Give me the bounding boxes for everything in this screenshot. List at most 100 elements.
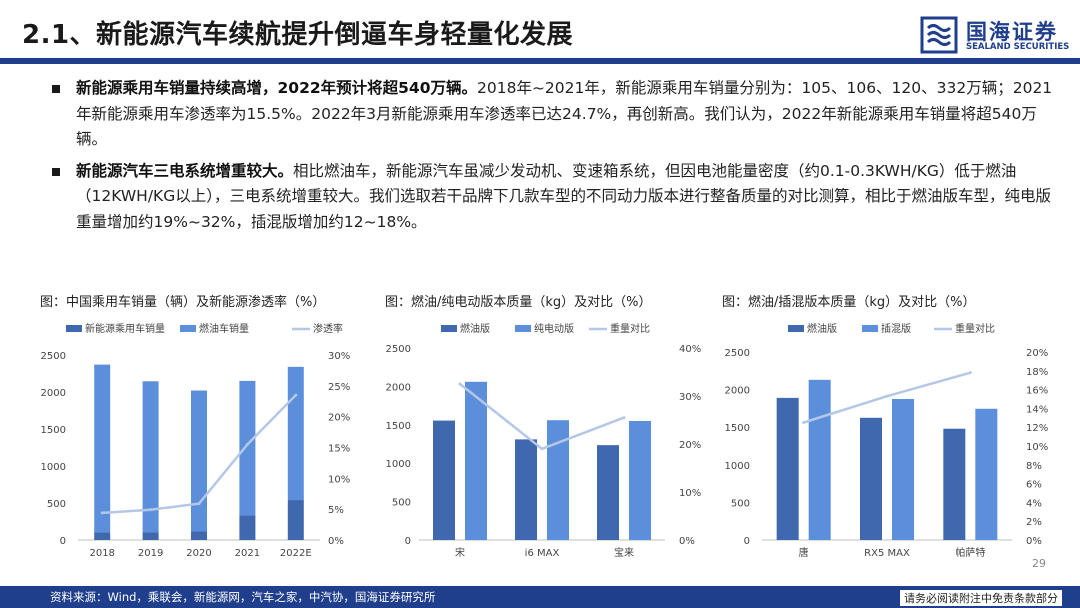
- y-tick-label-right: 0%: [679, 536, 695, 547]
- y-tick-label-left: 500: [731, 498, 750, 509]
- bullet-square-icon: [52, 85, 60, 93]
- y-tick-label-right: 5%: [328, 505, 344, 516]
- y-tick-label-right: 10%: [679, 488, 701, 499]
- sales-penetration-chart: 0 500 1000 1500 2000 2500 0% 5% 10% 15% 20% 25% 30% 2…: [41, 322, 351, 559]
- legend-label: 燃油版: [807, 322, 837, 335]
- y-tick-label-right: 25%: [328, 382, 350, 393]
- y-tick-label-left: 2000: [725, 386, 750, 397]
- bar-electric: [547, 420, 569, 540]
- bar-ice: [287, 366, 304, 501]
- bar-electric: [465, 381, 487, 540]
- legend-label: 新能源乘用车销量: [85, 322, 165, 335]
- y-tick-label-left: 2500: [386, 344, 411, 355]
- x-tick-label: 唐: [799, 546, 809, 559]
- y-tick-label-left: 0: [744, 536, 750, 547]
- legend-swatch: [862, 325, 878, 332]
- bar-ice: [94, 364, 111, 533]
- y-tick-label-left: 1000: [386, 459, 411, 470]
- y-tick-label-right: 4%: [1026, 498, 1042, 509]
- y-tick-label-left: 0: [60, 536, 66, 547]
- y-tick-label-left: 0: [405, 536, 411, 547]
- legend-label: 燃油车销量: [199, 322, 249, 335]
- bar-electric: [975, 408, 998, 540]
- bar-fuel: [597, 445, 619, 540]
- legend-swatch: [788, 325, 804, 332]
- page-number: 29: [1032, 557, 1046, 570]
- chart-title-sales: 图：中国乘用车销量（辆）及新能源渗透率（%）: [40, 295, 326, 310]
- legend-label: 重量对比: [610, 322, 650, 335]
- legend-swatch: [441, 325, 457, 332]
- y-tick-label-right: 10%: [328, 474, 350, 485]
- header-divider: [0, 58, 1080, 64]
- bar-ice: [191, 390, 207, 532]
- bullet-headline: 新能源汽车三电系统增重较大。: [76, 161, 294, 180]
- y-tick-label-right: 0%: [1026, 536, 1042, 547]
- y-tick-label-right: 20%: [679, 440, 701, 451]
- bar-fuel: [776, 397, 799, 540]
- bar-nev: [191, 531, 207, 540]
- bar-nev: [239, 515, 256, 540]
- y-tick-label-left: 1000: [41, 462, 66, 473]
- ev-weight-chart: 0 500 1000 1500 2000 2500 0% 10% 20% 30% 40% 宋 i6 MA…: [386, 322, 702, 559]
- x-tick-label: 宝来: [614, 546, 634, 559]
- bar-nev: [142, 532, 159, 540]
- x-tick-label: 2019: [138, 548, 163, 559]
- x-tick-label: 帕萨特: [955, 546, 985, 559]
- source-note: 资料来源：Wind，乘联会，新能源网，汽车之家，中汽协，国海证券研究所: [50, 590, 436, 604]
- x-tick-label: 2021: [235, 548, 260, 559]
- y-tick-label-right: 30%: [679, 392, 701, 403]
- y-tick-label-left: 1500: [41, 425, 66, 436]
- y-tick-label-left: 1500: [386, 421, 411, 432]
- disclaimer-text: 请务必阅读附注中免责条款部分: [900, 590, 1062, 606]
- y-tick-label-right: 6%: [1026, 480, 1042, 491]
- phev-weight-chart: 0 500 1000 1500 2000 2500 0% 2% 4% 6% 8% 10% 12% 14% 1…: [725, 322, 1049, 559]
- bullet-square-icon: [52, 167, 60, 176]
- y-tick-label-right: 20%: [1026, 348, 1048, 359]
- y-tick-label-left: 1000: [725, 461, 750, 472]
- bar-nev: [94, 532, 111, 540]
- logo-text-cn: 国海证券: [966, 20, 1058, 44]
- y-tick-label-left: 500: [392, 498, 411, 509]
- y-tick-label-right: 30%: [328, 351, 350, 362]
- bullet-text: 2018年~2021年，新能源乘用车销量分别为：105、106、120、332万…: [76, 79, 1053, 148]
- y-tick-label-left: 2000: [386, 382, 411, 393]
- x-tick-label: 2022E: [280, 548, 312, 559]
- line-point: [458, 382, 462, 386]
- bar-nev: [287, 500, 304, 540]
- chart-title-ev-weight: 图：燃油/纯电动版本质量（kg）及对比（%）: [385, 295, 652, 310]
- y-tick-label-right: 0%: [328, 536, 344, 547]
- y-tick-label-right: 40%: [679, 344, 701, 355]
- bullet-headline: 新能源乘用车销量持续高增，2022年预计将超540万辆。: [76, 79, 477, 97]
- page-title: 2.1、新能源汽车续航提升倒逼车身轻量化发展: [22, 20, 574, 50]
- legend-swatch: [515, 325, 531, 332]
- line-point: [149, 508, 153, 512]
- y-tick-label-left: 500: [47, 499, 66, 510]
- bar-fuel: [860, 417, 882, 540]
- bar-ice: [239, 380, 256, 516]
- legend-label: 插混版: [881, 322, 911, 335]
- bar-electric: [629, 420, 651, 540]
- line-point: [245, 442, 249, 446]
- y-tick-label-right: 12%: [1026, 423, 1048, 434]
- legend-label: 重量对比: [955, 322, 995, 335]
- line-point: [622, 416, 626, 420]
- logo-text-en: SEALAND SECURITIES: [966, 42, 1070, 52]
- bar-electric: [892, 399, 914, 540]
- line-point: [885, 394, 889, 398]
- x-tick-label: 2018: [89, 548, 114, 559]
- y-tick-label-left: 2000: [41, 388, 66, 399]
- x-tick-label: 宋: [455, 546, 465, 559]
- line-point: [802, 421, 806, 424]
- bullet-item: 新能源汽车三电系统增重较大。相比燃油车，新能源汽车虽减少发动机、变速箱系统，但因…: [50, 159, 1060, 236]
- y-tick-label-right: 20%: [328, 413, 350, 424]
- x-tick-label: i6 MAX: [525, 548, 560, 559]
- bullet-item: 新能源乘用车销量持续高增，2022年预计将超540万辆。2018年~2021年，…: [50, 76, 1060, 153]
- line-point: [294, 393, 298, 397]
- bar-electric: [808, 379, 831, 540]
- bullet-list: 新能源乘用车销量持续高增，2022年预计将超540万辆。2018年~2021年，…: [50, 76, 1060, 241]
- line-point: [100, 511, 104, 515]
- sealand-logo-icon: [920, 16, 958, 54]
- bar-fuel: [433, 420, 455, 540]
- y-tick-label-right: 10%: [1026, 442, 1048, 453]
- company-logo: 国海证券 SEALAND SECURITIES: [920, 14, 1070, 58]
